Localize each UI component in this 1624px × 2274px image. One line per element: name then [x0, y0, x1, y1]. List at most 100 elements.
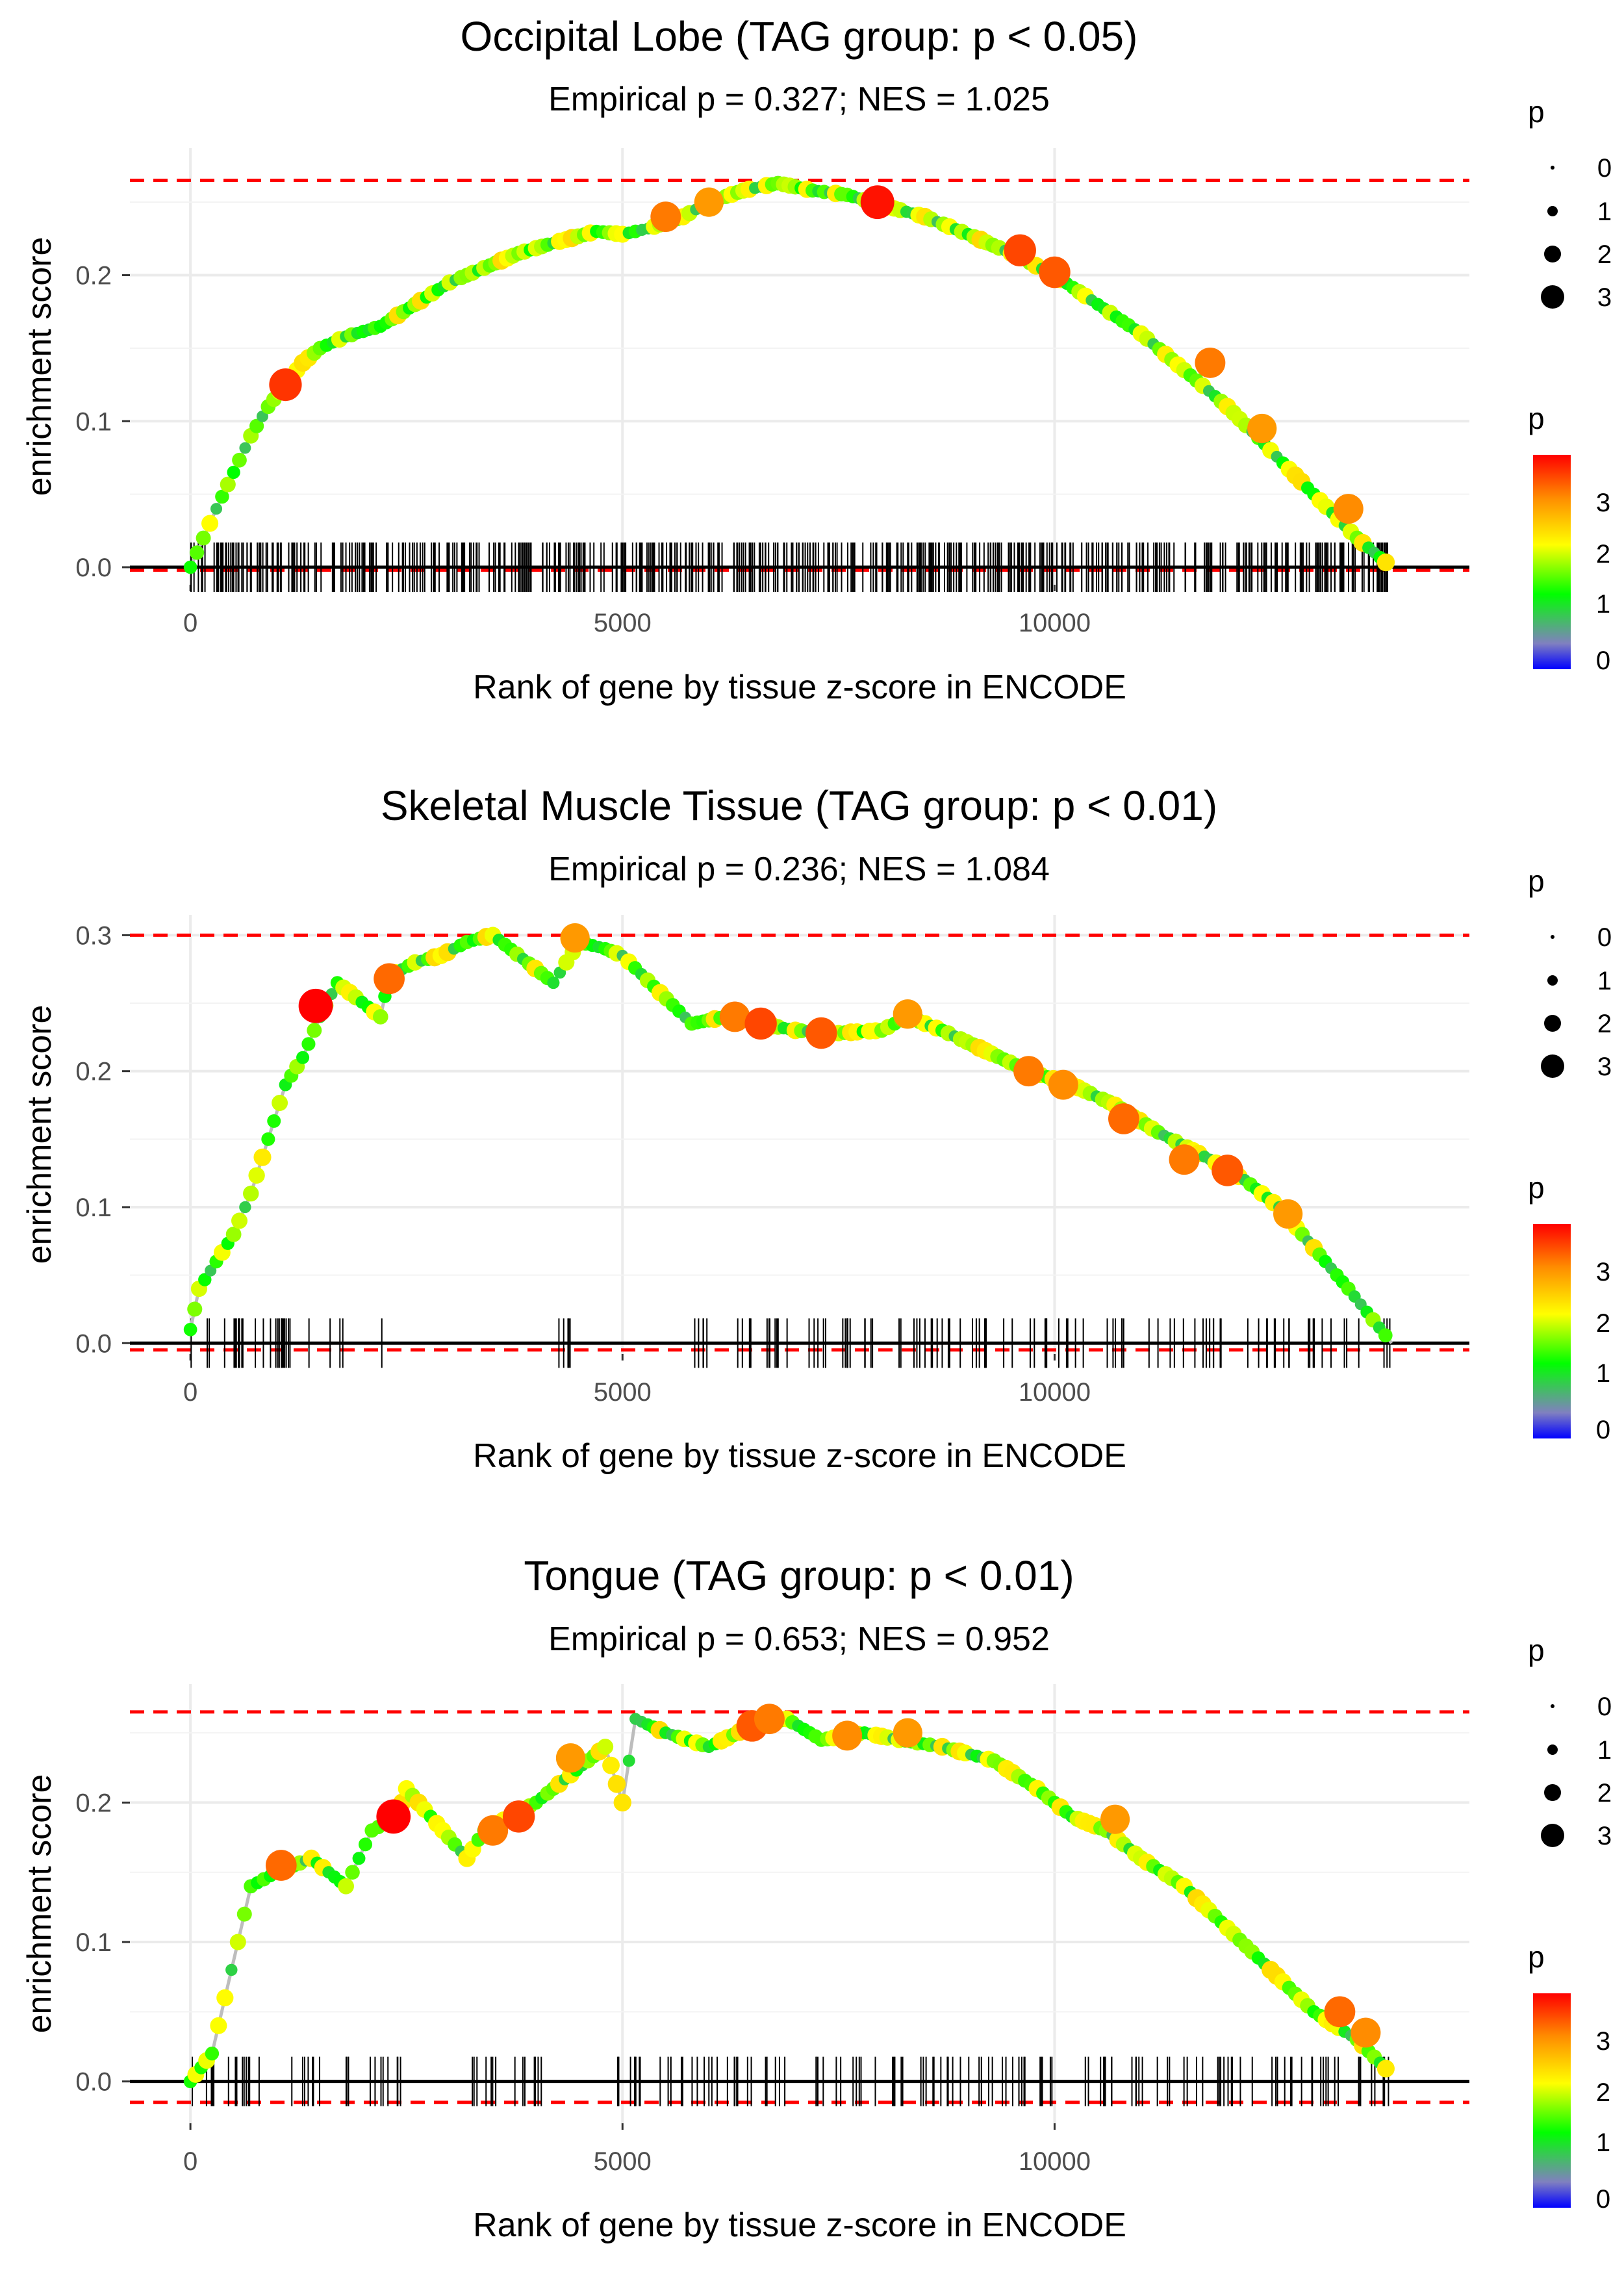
es-point-highlight — [374, 963, 405, 995]
size-key-label: 3 — [1597, 1053, 1612, 1081]
size-key-label: 3 — [1597, 1822, 1612, 1850]
es-point-highlight — [1273, 1199, 1303, 1229]
size-key-2 — [1544, 246, 1561, 262]
es-point — [183, 560, 197, 574]
color-key-label: 0 — [1596, 1416, 1610, 1444]
color-legend: p 3 2 1 0 — [1528, 1940, 1610, 2214]
size-key-0 — [1551, 166, 1554, 170]
y-tick-label: 0.2 — [75, 262, 112, 290]
size-key-label: 3 — [1597, 283, 1612, 312]
es-point-highlight — [893, 1718, 922, 1748]
y-tick-label: 0.2 — [75, 1789, 112, 1817]
es-point — [358, 1837, 373, 1852]
panel-subtitle: Empirical p = 0.327; NES = 1.025 — [548, 81, 1050, 118]
y-tick-label: 0.1 — [75, 407, 112, 436]
es-point — [352, 1852, 366, 1865]
panel-1: Occipital Lobe (TAG group: p < 0.05) Emp… — [21, 13, 1612, 706]
color-bar — [1533, 455, 1571, 669]
panel-subtitle: Empirical p = 0.236; NES = 1.084 — [548, 850, 1050, 888]
es-point — [220, 476, 236, 492]
y-tick-label: 0.1 — [75, 1928, 112, 1957]
es-point-highlight — [1212, 1155, 1243, 1186]
color-key-label: 3 — [1596, 1258, 1610, 1286]
size-key-label: 1 — [1597, 1736, 1612, 1765]
es-point — [301, 1037, 316, 1051]
color-key-label: 2 — [1596, 1309, 1610, 1338]
y-tick-label: 0.1 — [75, 1194, 112, 1222]
x-tick-label: 5000 — [594, 1378, 652, 1407]
es-point-highlight — [1048, 1069, 1078, 1100]
size-key-label: 2 — [1597, 1010, 1612, 1038]
x-tick-label: 10000 — [1019, 2147, 1091, 2176]
es-point — [597, 1739, 614, 1756]
es-point-highlight — [1351, 2017, 1381, 2048]
x-tick-label: 0 — [183, 609, 197, 637]
es-point — [1377, 2060, 1395, 2078]
color-key-label: 0 — [1596, 2185, 1610, 2214]
es-point — [296, 1051, 310, 1064]
size-key-2 — [1544, 1784, 1561, 1801]
size-key-3 — [1541, 1054, 1564, 1078]
es-point — [215, 489, 229, 504]
es-point — [183, 1322, 197, 1336]
color-legend-title: p — [1528, 402, 1545, 435]
color-bar — [1533, 1224, 1571, 1438]
es-point-highlight — [805, 1017, 837, 1049]
es-point — [272, 1095, 288, 1111]
es-point — [267, 1114, 281, 1128]
es-points — [183, 923, 1393, 1343]
panel-title: Occipital Lobe (TAG group: p < 0.05) — [461, 13, 1138, 60]
size-legend-title: p — [1528, 864, 1545, 898]
color-key-label: 2 — [1596, 540, 1610, 568]
es-point — [198, 1273, 212, 1286]
es-point — [613, 1793, 631, 1812]
es-points — [183, 1704, 1395, 2088]
es-point — [231, 1212, 247, 1229]
color-key-label: 3 — [1596, 2027, 1610, 2056]
es-point — [205, 2046, 220, 2061]
size-key-3 — [1541, 1824, 1564, 1847]
es-point — [243, 1185, 259, 1202]
es-point — [248, 1167, 265, 1184]
es-point-highlight — [1247, 413, 1277, 444]
size-key-1 — [1547, 975, 1558, 986]
size-key-label: 0 — [1597, 1693, 1612, 1721]
size-legend: p 0 1 2 3 — [1528, 95, 1612, 312]
es-point-highlight — [719, 1001, 750, 1032]
color-legend: p 3 2 1 0 — [1528, 1171, 1610, 1444]
es-point-highlight — [269, 368, 302, 402]
color-key-label: 2 — [1596, 2078, 1610, 2107]
es-point-highlight — [1333, 494, 1364, 524]
size-key-label: 0 — [1597, 154, 1612, 183]
es-point — [249, 418, 264, 433]
x-tick-label: 0 — [183, 2147, 197, 2176]
es-point-highlight — [754, 1704, 785, 1735]
size-legend: p 0 1 2 3 — [1528, 1633, 1612, 1850]
color-key-label: 1 — [1596, 590, 1610, 619]
es-point — [607, 1775, 626, 1793]
y-tick-label: 0.3 — [75, 921, 112, 950]
es-point-highlight — [265, 1850, 297, 1881]
es-point — [345, 1865, 360, 1880]
es-point-highlight — [893, 999, 922, 1029]
plot-area: 0 5000 10000 0.0 0.1 0.2 — [75, 1684, 1469, 2176]
color-legend: p 3 2 1 0 — [1528, 402, 1610, 675]
es-point-highlight — [298, 988, 333, 1023]
x-tick-label: 5000 — [594, 609, 652, 637]
size-key-1 — [1547, 206, 1558, 216]
es-point — [602, 1756, 620, 1774]
es-point-highlight — [1169, 1144, 1200, 1175]
size-key-label: 0 — [1597, 923, 1612, 952]
panel-3: Tongue (TAG group: p < 0.01) Empirical p… — [21, 1552, 1612, 2244]
plot-area: 0 5000 10000 0.0 0.1 0.2 — [75, 148, 1469, 637]
es-point — [232, 452, 247, 468]
es-point-highlight — [1100, 1804, 1130, 1834]
es-point — [210, 2017, 227, 2034]
es-point-highlight — [1195, 347, 1226, 378]
size-legend: p 0 1 2 3 — [1528, 864, 1612, 1081]
es-point — [216, 1989, 234, 2006]
es-point — [253, 1148, 272, 1166]
es-point-highlight — [560, 923, 590, 953]
size-key-0 — [1551, 1704, 1554, 1708]
es-point-highlight — [1039, 256, 1071, 288]
